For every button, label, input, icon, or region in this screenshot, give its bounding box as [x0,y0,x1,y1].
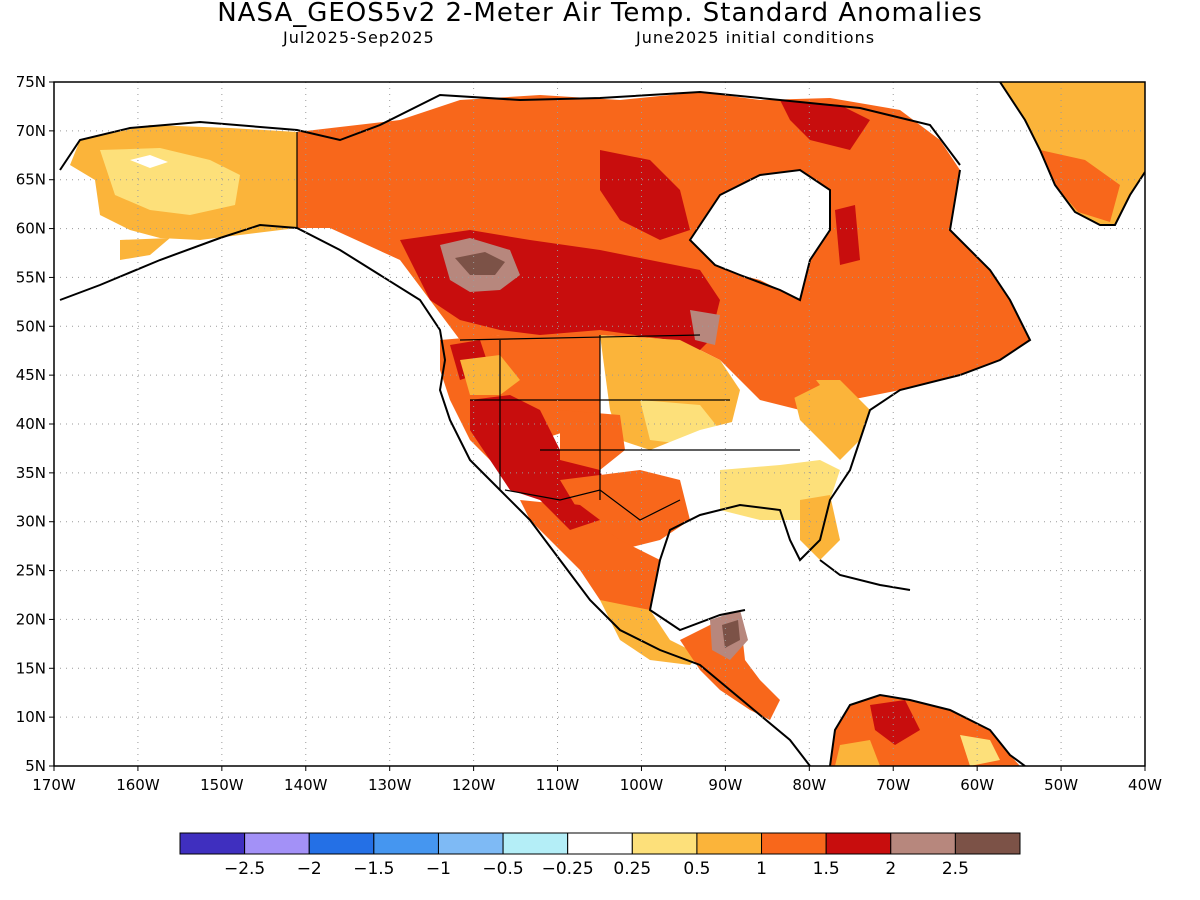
coastlines [59,82,1145,766]
lat-tick-label: 65N [16,171,46,189]
colorbar-swatch [373,832,439,855]
map-title: NASA_GEOS5v2 2-Meter Air Temp. Standard … [217,0,983,28]
colorbar-label: 1 [756,859,767,879]
lat-tick-label: 5N [25,757,46,775]
colorbar-label: 1.5 [813,859,840,879]
lon-tick-label: 110W [536,776,580,794]
lon-tick-label: 50W [1044,776,1078,794]
lat-tick-label: 60N [16,220,46,238]
lon-tick-label: 120W [452,776,496,794]
colorbar-label: −2 [297,859,322,879]
colorbar-label: −2.5 [224,859,265,879]
lat-tick-label: 20N [16,610,46,628]
colorbar-label: 0.5 [683,859,710,879]
colorbar-swatch [761,832,827,855]
latitude-axis: 75N 70N 65N 60N 55N 50N 45N 40N 35N 30N 25N 20N 15N 1… [16,73,54,775]
forecast-period: Jul2025-Sep2025 [283,28,435,47]
colorbar: −2.5 −2 −1.5 −1 −0.5 −0.25 0.25 0.5 1 1.5 2 2.5 [179,832,1021,879]
lon-tick-label: 140W [284,776,328,794]
colorbar-label: −0.25 [542,859,594,879]
longitude-axis: 170W 160W 150W 140W 130W 120W 110W 100W 90W 80W 70… [32,766,1162,794]
colorbar-swatch [244,832,310,855]
lon-tick-label: 130W [368,776,412,794]
colorbar-label: −1 [426,859,451,879]
colorbar-label: 0.25 [613,859,651,879]
lon-tick-label: 40W [1128,776,1162,794]
lon-tick-label: 60W [960,776,994,794]
colorbar-label: 2 [885,859,896,879]
colorbar-swatch [179,832,246,855]
colorbar-swatch [825,832,892,855]
colorbar-swatch [437,832,504,855]
canada-anomaly [297,92,1030,410]
lat-tick-label: 25N [16,562,46,580]
lat-tick-label: 50N [16,317,46,335]
mexico-anomaly [520,500,660,630]
colorbar-swatch [631,832,698,855]
colorbar-swatch [308,832,375,855]
lat-tick-label: 35N [16,464,46,482]
lat-tick-label: 75N [16,73,46,91]
colorbar-label: −0.5 [482,859,523,879]
lat-tick-label: 40N [16,415,46,433]
lat-tick-label: 70N [16,122,46,140]
colorbar-swatch [696,832,763,855]
lat-tick-label: 45N [16,366,46,384]
lon-tick-label: 80W [792,776,826,794]
lon-tick-label: 170W [32,776,76,794]
lat-tick-label: 10N [16,708,46,726]
lat-tick-label: 15N [16,659,46,677]
anomaly-field [70,82,1145,766]
colorbar-label: −1.5 [353,859,394,879]
lon-tick-label: 90W [708,776,742,794]
colorbar-swatch [502,832,569,855]
colorbar-swatch [890,832,956,855]
lon-tick-label: 160W [116,776,160,794]
political-borders [296,132,800,521]
colorbar-label: 2.5 [942,859,969,879]
initial-conditions: June2025 initial conditions [636,28,876,47]
lon-tick-label: 100W [620,776,664,794]
lat-tick-label: 55N [16,268,46,286]
lat-tick-label: 30N [16,513,46,531]
lon-tick-label: 150W [200,776,244,794]
gridlines [54,82,1145,766]
lon-tick-label: 70W [876,776,910,794]
colorbar-swatch [567,832,633,855]
colorbar-swatch [954,832,1021,855]
